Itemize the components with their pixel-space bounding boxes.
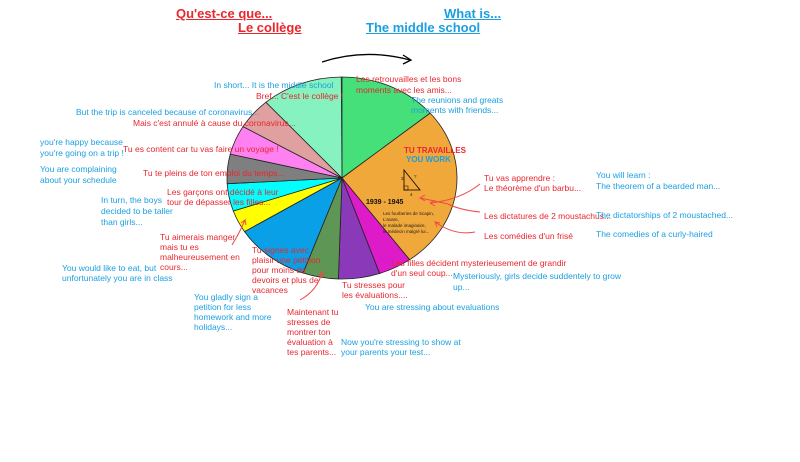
label-l34: holidays...	[194, 322, 233, 332]
work-en: YOU WORK	[406, 155, 451, 164]
label-l15: Les garçons ont décidé à leur	[167, 187, 279, 197]
label-l31: You gladly sign a	[194, 292, 258, 302]
triangle-icon	[403, 168, 421, 191]
label-l33: homework and more	[194, 312, 272, 322]
label-l53: Les dictatures de 2 moustachus...	[484, 211, 612, 221]
title-en-2: The middle school	[366, 20, 481, 35]
label-l8: Mais c'est annulé à cause du coronavirus…	[133, 118, 296, 128]
label-l5: The reunions and greats	[411, 95, 504, 105]
label-l11: Tu es content car tu vas faire un voyage…	[123, 144, 279, 154]
label-l17: In turn, the boys	[101, 195, 162, 205]
pie-slice-6	[243, 177, 343, 274]
label-l16: tour de dépasser les filles...	[167, 197, 271, 207]
cycle-arrowhead	[402, 54, 413, 65]
label-l37: montrer ton	[287, 327, 331, 337]
label-l21: mais tu es	[160, 242, 199, 252]
label-l30: vacances	[252, 285, 288, 295]
label-l2: Bref... C'est le collège !	[256, 91, 344, 101]
pie-chart	[226, 76, 458, 280]
pie-slice-12	[265, 76, 343, 179]
tri-side-a: 3	[401, 176, 404, 181]
arrow-eat	[231, 218, 247, 246]
label-l27: plaisir une pétition	[252, 255, 321, 265]
label-l23: cours...	[160, 262, 188, 272]
label-l42: Tu stresses pour	[342, 280, 405, 290]
arrow-theorem	[429, 183, 481, 207]
label-l24: You would like to eat, but	[62, 263, 157, 273]
title-en-1: What is...	[444, 6, 502, 21]
label-l13: about your schedule	[40, 175, 117, 185]
label-l40: Now you're stressing to show at	[341, 337, 461, 347]
label-l1: In short... It is the middle school	[214, 80, 334, 90]
title-fr-1: Qu'est-ce que...	[176, 6, 273, 21]
label-l41: your parents your test...	[341, 347, 431, 357]
label-l26: Tu signes avec	[252, 245, 309, 255]
label-l29: devoirs et plus de	[252, 275, 319, 285]
label-l50: Le théorème d'un barbu...	[484, 183, 582, 193]
label-l12: You are complaining	[40, 164, 117, 174]
label-l49: Tu vas apprendre :	[484, 173, 556, 183]
years: 1939 - 1945	[366, 199, 404, 206]
label-l3: Les retrouvailles et les bons	[356, 74, 462, 84]
label-l38: évaluation à	[287, 337, 333, 347]
label-l44: You are stressing about evaluations	[365, 302, 500, 312]
label-l46: d'un seul coup...	[391, 268, 453, 278]
tri-side-c: ?	[414, 174, 417, 179]
label-l39: tes parents...	[287, 347, 337, 357]
label-l43: les évaluations....	[342, 290, 408, 300]
label-l56: The comedies of a curly-haired	[596, 229, 713, 239]
label-l35: Maintenant tu	[287, 307, 339, 317]
books-list: Les fourberies de Scapin, L'avare, le ma…	[383, 211, 435, 234]
label-l48: up...	[453, 282, 470, 292]
label-l54: The dictatorships of 2 moustached...	[596, 210, 734, 220]
label-l36: stresses de	[287, 317, 331, 327]
label-l22: malheureusement en	[160, 252, 240, 262]
pie-slice-2	[341, 112, 458, 261]
label-l28: pour moins de	[252, 265, 306, 275]
arrow-dictatures	[418, 194, 481, 213]
label-l6: moments with friends...	[411, 105, 499, 115]
label-l25: unfortunately you are in class	[62, 273, 173, 283]
label-l7: But the trip is canceled because of coro…	[76, 107, 260, 117]
label-l51: You will learn :	[596, 170, 651, 180]
label-l19: than girls...	[101, 217, 143, 227]
arrow-evaluation	[299, 270, 325, 301]
label-l47: Mysteriously, girls decide suddentely to…	[453, 271, 622, 281]
label-l14: Tu te pleins de ton emploi du temps...	[143, 168, 285, 178]
tri-side-b: 4	[410, 192, 413, 197]
work-fr: TU TRAVAILLES	[404, 146, 466, 155]
label-l45: Les filles décident mysterieusement de g…	[391, 258, 567, 268]
label-l32: petition for less	[194, 302, 252, 312]
label-l9: you're happy because	[40, 137, 123, 147]
pie-slice-1	[341, 76, 431, 179]
label-l18: decided to be taller	[101, 206, 173, 216]
label-l4: moments avec les amis...	[356, 85, 452, 95]
label-l20: Tu aimerais manger	[160, 232, 236, 242]
label-l52: The theorem of a bearded man...	[596, 181, 721, 191]
label-l55: Les comédies d'un frisé	[484, 231, 574, 241]
arrow-comedies	[433, 220, 476, 234]
label-l10: you're going on a trip !	[40, 148, 124, 158]
cycle-arrow	[321, 53, 411, 63]
title-fr-2: Le collège	[238, 20, 302, 35]
